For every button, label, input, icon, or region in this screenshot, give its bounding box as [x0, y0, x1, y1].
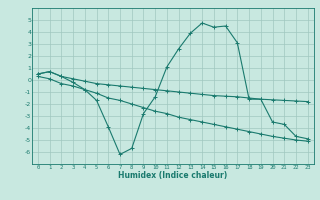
- X-axis label: Humidex (Indice chaleur): Humidex (Indice chaleur): [118, 171, 228, 180]
